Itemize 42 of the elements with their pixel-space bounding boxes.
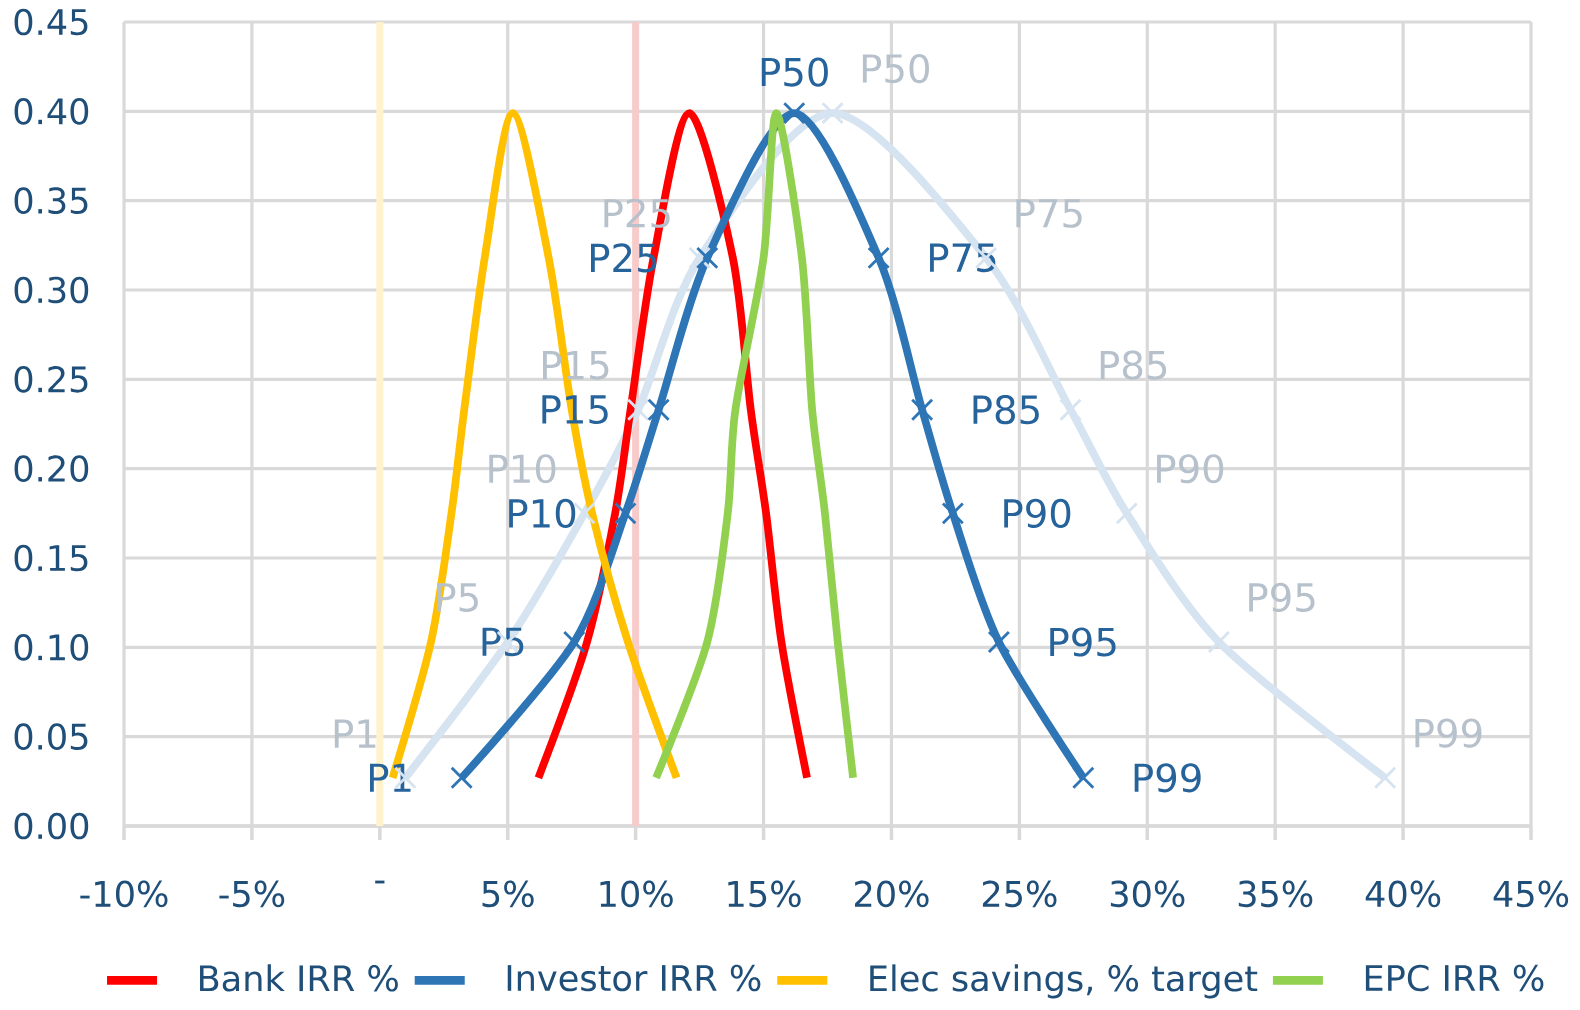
data-label: P50	[862, 53, 929, 84]
data-label: P75	[1016, 199, 1082, 228]
data-label: P90	[1157, 454, 1224, 484]
data-label: P10	[489, 454, 556, 484]
y-tick-label: 0.15	[14, 544, 88, 572]
y-tick-label: 0.05	[14, 723, 88, 750]
legend-label: Bank IRR %	[200, 964, 398, 992]
x-tick-label: 15%	[728, 880, 801, 908]
legend-label: Elec savings, % target	[870, 964, 1258, 999]
x-tick-label: -5%	[219, 880, 285, 908]
data-label: P90	[1004, 498, 1071, 528]
data-label: P85	[973, 395, 1039, 425]
x-tick-label: 5%	[482, 880, 534, 908]
legend-label: EPC IRR %	[1365, 964, 1544, 992]
y-tick-label: 0.25	[14, 366, 88, 393]
x-tick-label: -10%	[80, 880, 168, 908]
x-tick-label: 30%	[1110, 880, 1185, 908]
y-tick-label: 0.45	[14, 8, 88, 36]
legend-label: Investor IRR %	[507, 964, 761, 992]
data-label: P10	[509, 498, 576, 528]
y-tick-label: 0.10	[14, 634, 89, 661]
data-label: P5	[482, 627, 524, 657]
x-tick-label: -	[375, 880, 385, 884]
data-label: P1	[334, 719, 376, 748]
data-label: P95	[1050, 627, 1116, 657]
x-tick-label: 20%	[854, 880, 929, 908]
x-tick-label: 35%	[1238, 880, 1313, 908]
data-label: P99	[1134, 763, 1201, 793]
data-label: P50	[761, 57, 828, 87]
data-label: P95	[1249, 582, 1315, 612]
x-tick-label: 10%	[600, 880, 673, 908]
x-tick-label: 25%	[982, 880, 1057, 908]
x-tick-label: 40%	[1365, 880, 1441, 908]
x-tick-label: 45%	[1493, 880, 1569, 908]
y-tick-label: 0.40	[14, 98, 89, 125]
y-tick-label: 0.35	[14, 187, 88, 214]
data-label: P99	[1415, 718, 1482, 748]
y-tick-label: 0.00	[14, 812, 89, 840]
data-label: P1	[370, 763, 411, 792]
y-tick-label: 0.20	[14, 455, 89, 482]
y-tick-label: 0.30	[14, 276, 89, 304]
data-label: P85	[1100, 350, 1167, 380]
